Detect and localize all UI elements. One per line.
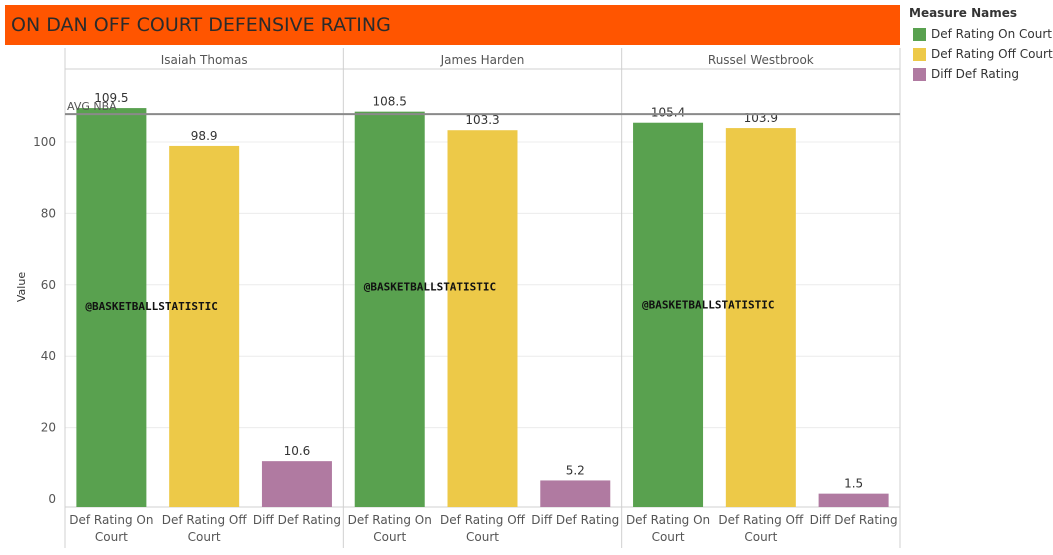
x-tick-label: Def Rating Off (440, 513, 526, 527)
x-tick-label: Def Rating On (348, 513, 432, 527)
chart-title: ON DAN OFF COURT DEFENSIVE RATING (5, 5, 900, 45)
watermark-text: @BASKETBALLSTATISTIC (85, 300, 217, 313)
legend-label: Def Rating On Court (931, 27, 1052, 41)
y-tick-label: 60 (41, 278, 56, 292)
x-tick-label: Court (95, 530, 128, 544)
data-label: 5.2 (566, 463, 585, 477)
bar (169, 145, 240, 507)
legend-title: Measure Names (909, 6, 1018, 20)
data-label: 103.3 (465, 113, 499, 127)
x-tick-label: Def Rating Off (718, 513, 804, 527)
panel-header: Russel Westbrook (708, 53, 814, 67)
data-label: 108.5 (373, 95, 407, 109)
x-tick-label: Diff Def Rating (253, 513, 341, 527)
legend-label: Def Rating Off Court (931, 47, 1053, 61)
y-tick-label: 40 (41, 349, 56, 363)
watermark-text: @BASKETBALLSTATISTIC (642, 298, 774, 311)
bar (261, 461, 332, 507)
y-tick-label: 80 (41, 206, 56, 220)
legend-item-def-rating-off-court[interactable]: Def Rating Off Court (909, 44, 1053, 64)
legend-item-def-rating-on-court[interactable]: Def Rating On Court (909, 24, 1053, 44)
data-label: 98.9 (191, 129, 218, 143)
x-tick-label: Court (652, 530, 685, 544)
bar (354, 111, 425, 507)
x-tick-label: Court (466, 530, 499, 544)
bar (633, 122, 704, 508)
data-label: 1.5 (844, 477, 863, 491)
x-tick-label: Diff Def Rating (810, 513, 898, 527)
y-tick-label: 100 (33, 135, 56, 149)
y-tick-label: 20 (41, 421, 56, 435)
reference-line-label: AVG NBA (67, 100, 117, 113)
legend-swatch (913, 47, 926, 61)
legend-item-diff-def-rating[interactable]: Diff Def Rating (909, 64, 1053, 84)
legend-swatch (913, 67, 926, 81)
x-tick-label: Def Rating Off (162, 513, 248, 527)
bar (540, 480, 611, 507)
y-tick-label: 0 (48, 492, 56, 506)
data-label: 10.6 (284, 444, 311, 458)
panel-header: James Harden (440, 53, 525, 67)
bar (818, 493, 889, 507)
x-tick-label: Court (744, 530, 777, 544)
x-tick-label: Def Rating On (626, 513, 710, 527)
x-tick-label: Court (188, 530, 221, 544)
bar (76, 108, 147, 508)
watermark-text: @BASKETBALLSTATISTIC (364, 281, 496, 294)
bar (447, 130, 518, 507)
bar (725, 128, 796, 507)
legend[interactable]: Measure Names Def Rating On Court Def Ra… (909, 6, 1053, 84)
x-tick-label: Def Rating On (69, 513, 153, 527)
y-axis-title: Value (15, 272, 28, 302)
legend-label: Diff Def Rating (931, 67, 1020, 81)
data-label: 109.5 (94, 91, 128, 105)
x-tick-label: Court (373, 530, 406, 544)
data-label: 105.4 (651, 106, 685, 120)
panel-header: Isaiah Thomas (161, 53, 248, 67)
x-tick-label: Diff Def Rating (531, 513, 619, 527)
legend-swatch (913, 27, 926, 41)
